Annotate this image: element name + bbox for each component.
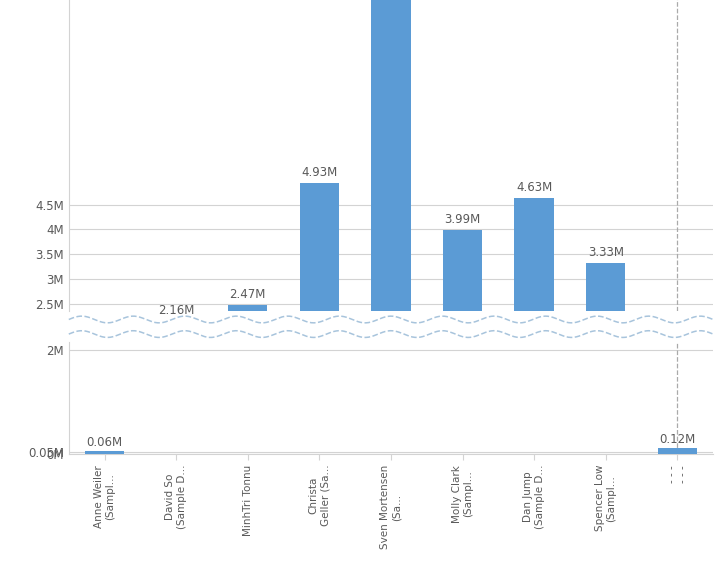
Bar (85, 451, 125, 454)
Text: 4.63M: 4.63M (516, 181, 552, 194)
Bar (657, 448, 697, 454)
Text: 3.33M: 3.33M (588, 246, 624, 259)
Text: 2.47M: 2.47M (230, 288, 266, 301)
Bar (371, 0, 411, 311)
Bar (443, 230, 482, 311)
Text: 3.99M: 3.99M (445, 213, 481, 226)
Bar (228, 305, 267, 311)
Text: 0.06M: 0.06M (86, 436, 122, 449)
Bar (156, 311, 196, 321)
Bar (515, 198, 554, 311)
Bar (300, 183, 339, 311)
Bar (586, 263, 626, 311)
Text: 0.12M: 0.12M (660, 433, 696, 446)
Text: 4.93M: 4.93M (301, 166, 337, 179)
Text: 2.16M: 2.16M (158, 304, 194, 317)
